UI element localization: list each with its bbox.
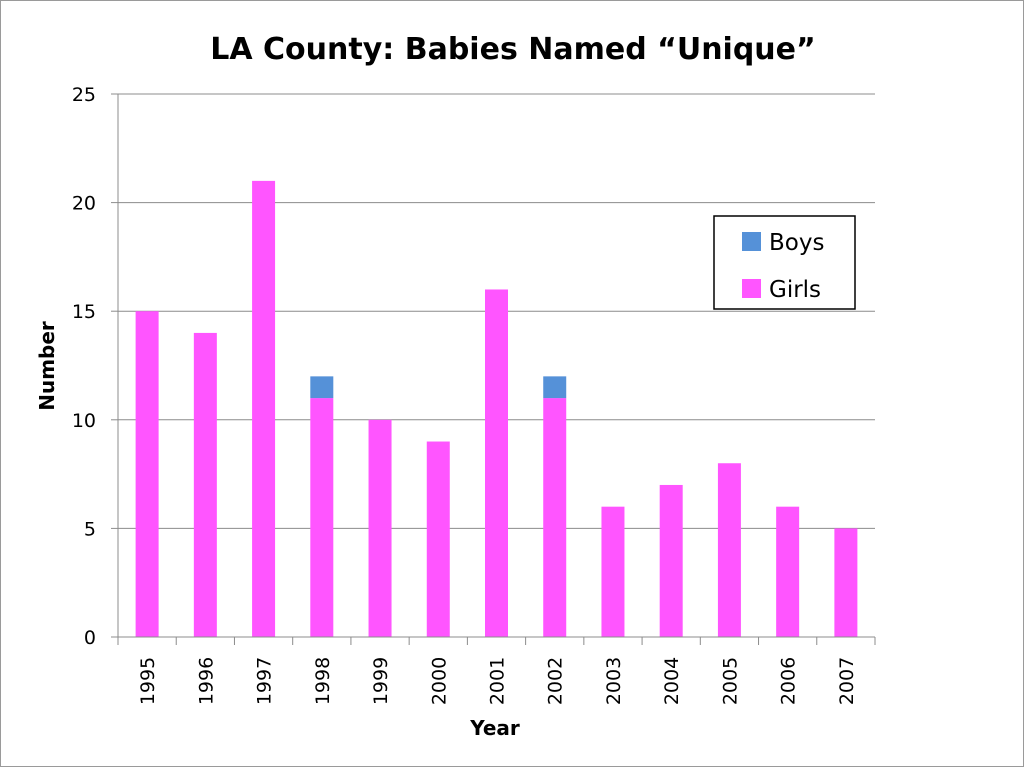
y-tick-label: 20	[72, 193, 96, 215]
bars	[135, 180, 858, 637]
legend-label-boys: Boys	[769, 230, 824, 256]
bar-boys-2002	[543, 376, 567, 399]
y-axis-title: Number	[35, 321, 59, 411]
x-axis-title: Year	[469, 716, 520, 740]
legend-swatch-girls	[742, 279, 761, 298]
bar-girls-2002	[543, 398, 567, 637]
x-tick-label: 2003	[603, 657, 625, 705]
bar-girls-2005	[717, 463, 741, 637]
bar-girls-2006	[776, 506, 800, 637]
legend-swatch-boys	[742, 232, 761, 251]
y-tick-label: 25	[72, 84, 96, 106]
x-tick-labels: 1995 1996 1997 1998 1999 2000 2001 2002 2003 2004…	[137, 657, 858, 705]
x-tick-label: 2000	[428, 657, 450, 705]
legend-items: Boys Girls	[742, 230, 824, 303]
y-tick-label: 15	[72, 301, 96, 323]
bar-girls-1997	[252, 180, 276, 637]
y-tick-label: 10	[72, 410, 96, 432]
x-tick-label: 1996	[195, 657, 217, 705]
x-tick-label: 1997	[254, 657, 276, 705]
y-tick-label: 0	[84, 627, 96, 649]
bar-girls-1999	[368, 419, 392, 637]
x-tick-label: 2006	[778, 657, 800, 705]
bar-boys-1998	[310, 376, 334, 399]
x-tick-label: 2004	[661, 657, 683, 705]
bar-girls-2003	[601, 506, 625, 637]
x-tick-label: 1998	[312, 657, 334, 705]
bar-girls-1996	[193, 332, 217, 637]
bar-girls-2000	[426, 441, 450, 637]
x-tick-label: 2007	[836, 657, 858, 705]
x-tick-label: 2002	[545, 657, 567, 705]
y-tick-label: 5	[84, 518, 96, 540]
bar-girls-1995	[135, 311, 159, 637]
bar-girls-2007	[834, 528, 858, 637]
legend-label-girls: Girls	[769, 277, 821, 303]
legend: Boys Girls	[713, 215, 856, 310]
y-tick-labels: 0 5 10 15 20 25	[72, 84, 96, 649]
bar-girls-2004	[659, 484, 683, 637]
x-tick-label: 2005	[719, 657, 741, 705]
bar-girls-2001	[485, 289, 508, 637]
chart-title: LA County: Babies Named “Unique”	[210, 32, 815, 67]
axes	[117, 94, 875, 638]
x-tick-label: 1995	[137, 657, 159, 705]
legend-box	[713, 215, 856, 310]
x-tick-label: 1999	[370, 657, 392, 705]
x-tick-label: 2001	[487, 657, 509, 705]
bar-girls-1998	[310, 398, 334, 637]
